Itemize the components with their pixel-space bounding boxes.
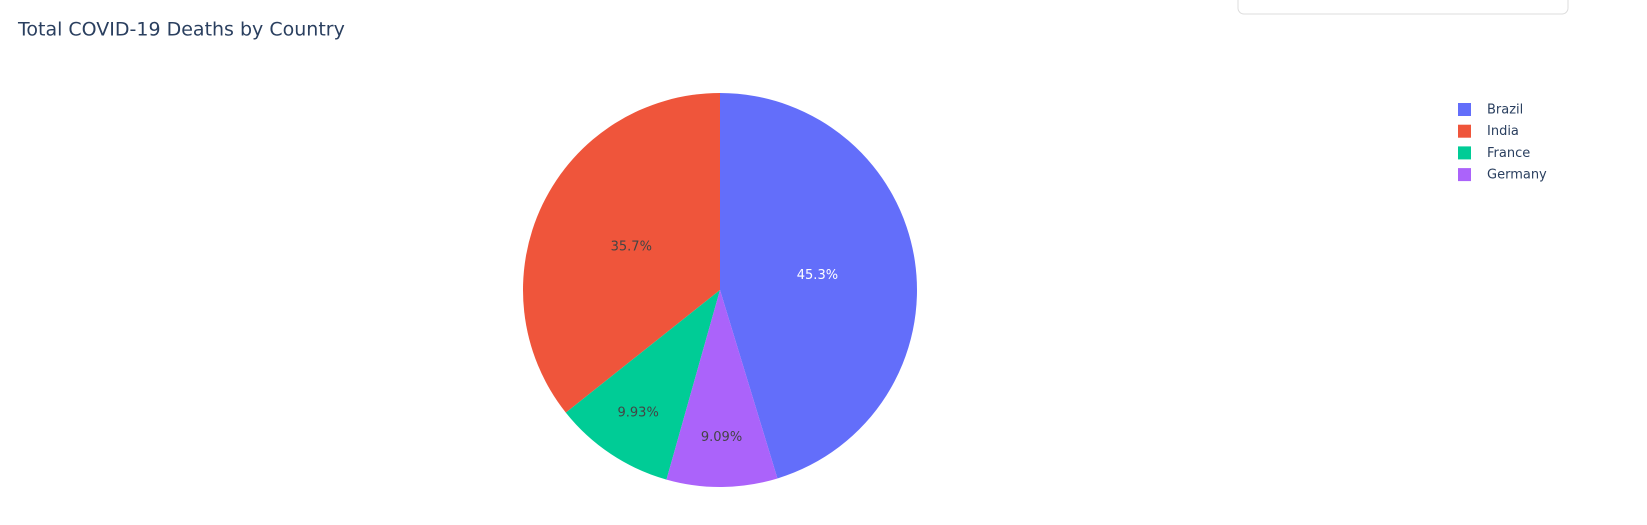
pie: 45.3% 35.7% 9.93% 9.09% xyxy=(523,93,918,488)
pie-slice xyxy=(666,290,778,488)
pie-slice xyxy=(720,93,918,479)
slice-label: 9.93% xyxy=(618,406,659,421)
pie-slice xyxy=(523,93,720,413)
legend: Brazil India France Germany xyxy=(1458,103,1547,183)
chart-title: Total COVID-19 Deaths by Country xyxy=(17,19,345,41)
legend-label[interactable]: India xyxy=(1487,124,1519,139)
legend-label[interactable]: France xyxy=(1487,146,1530,161)
slice-label: 35.7% xyxy=(611,240,652,255)
modebar[interactable] xyxy=(1237,0,1569,15)
legend-swatch[interactable] xyxy=(1458,103,1471,116)
legend-swatch[interactable] xyxy=(1458,146,1471,160)
legend-label[interactable]: Brazil xyxy=(1487,103,1523,118)
slice-label: 45.3% xyxy=(797,268,838,283)
pie-slice xyxy=(565,290,720,480)
legend-label[interactable]: Germany xyxy=(1487,168,1547,183)
legend-swatch[interactable] xyxy=(1458,168,1471,182)
slice-label: 9.09% xyxy=(701,430,742,445)
legend-swatch[interactable] xyxy=(1458,124,1471,138)
